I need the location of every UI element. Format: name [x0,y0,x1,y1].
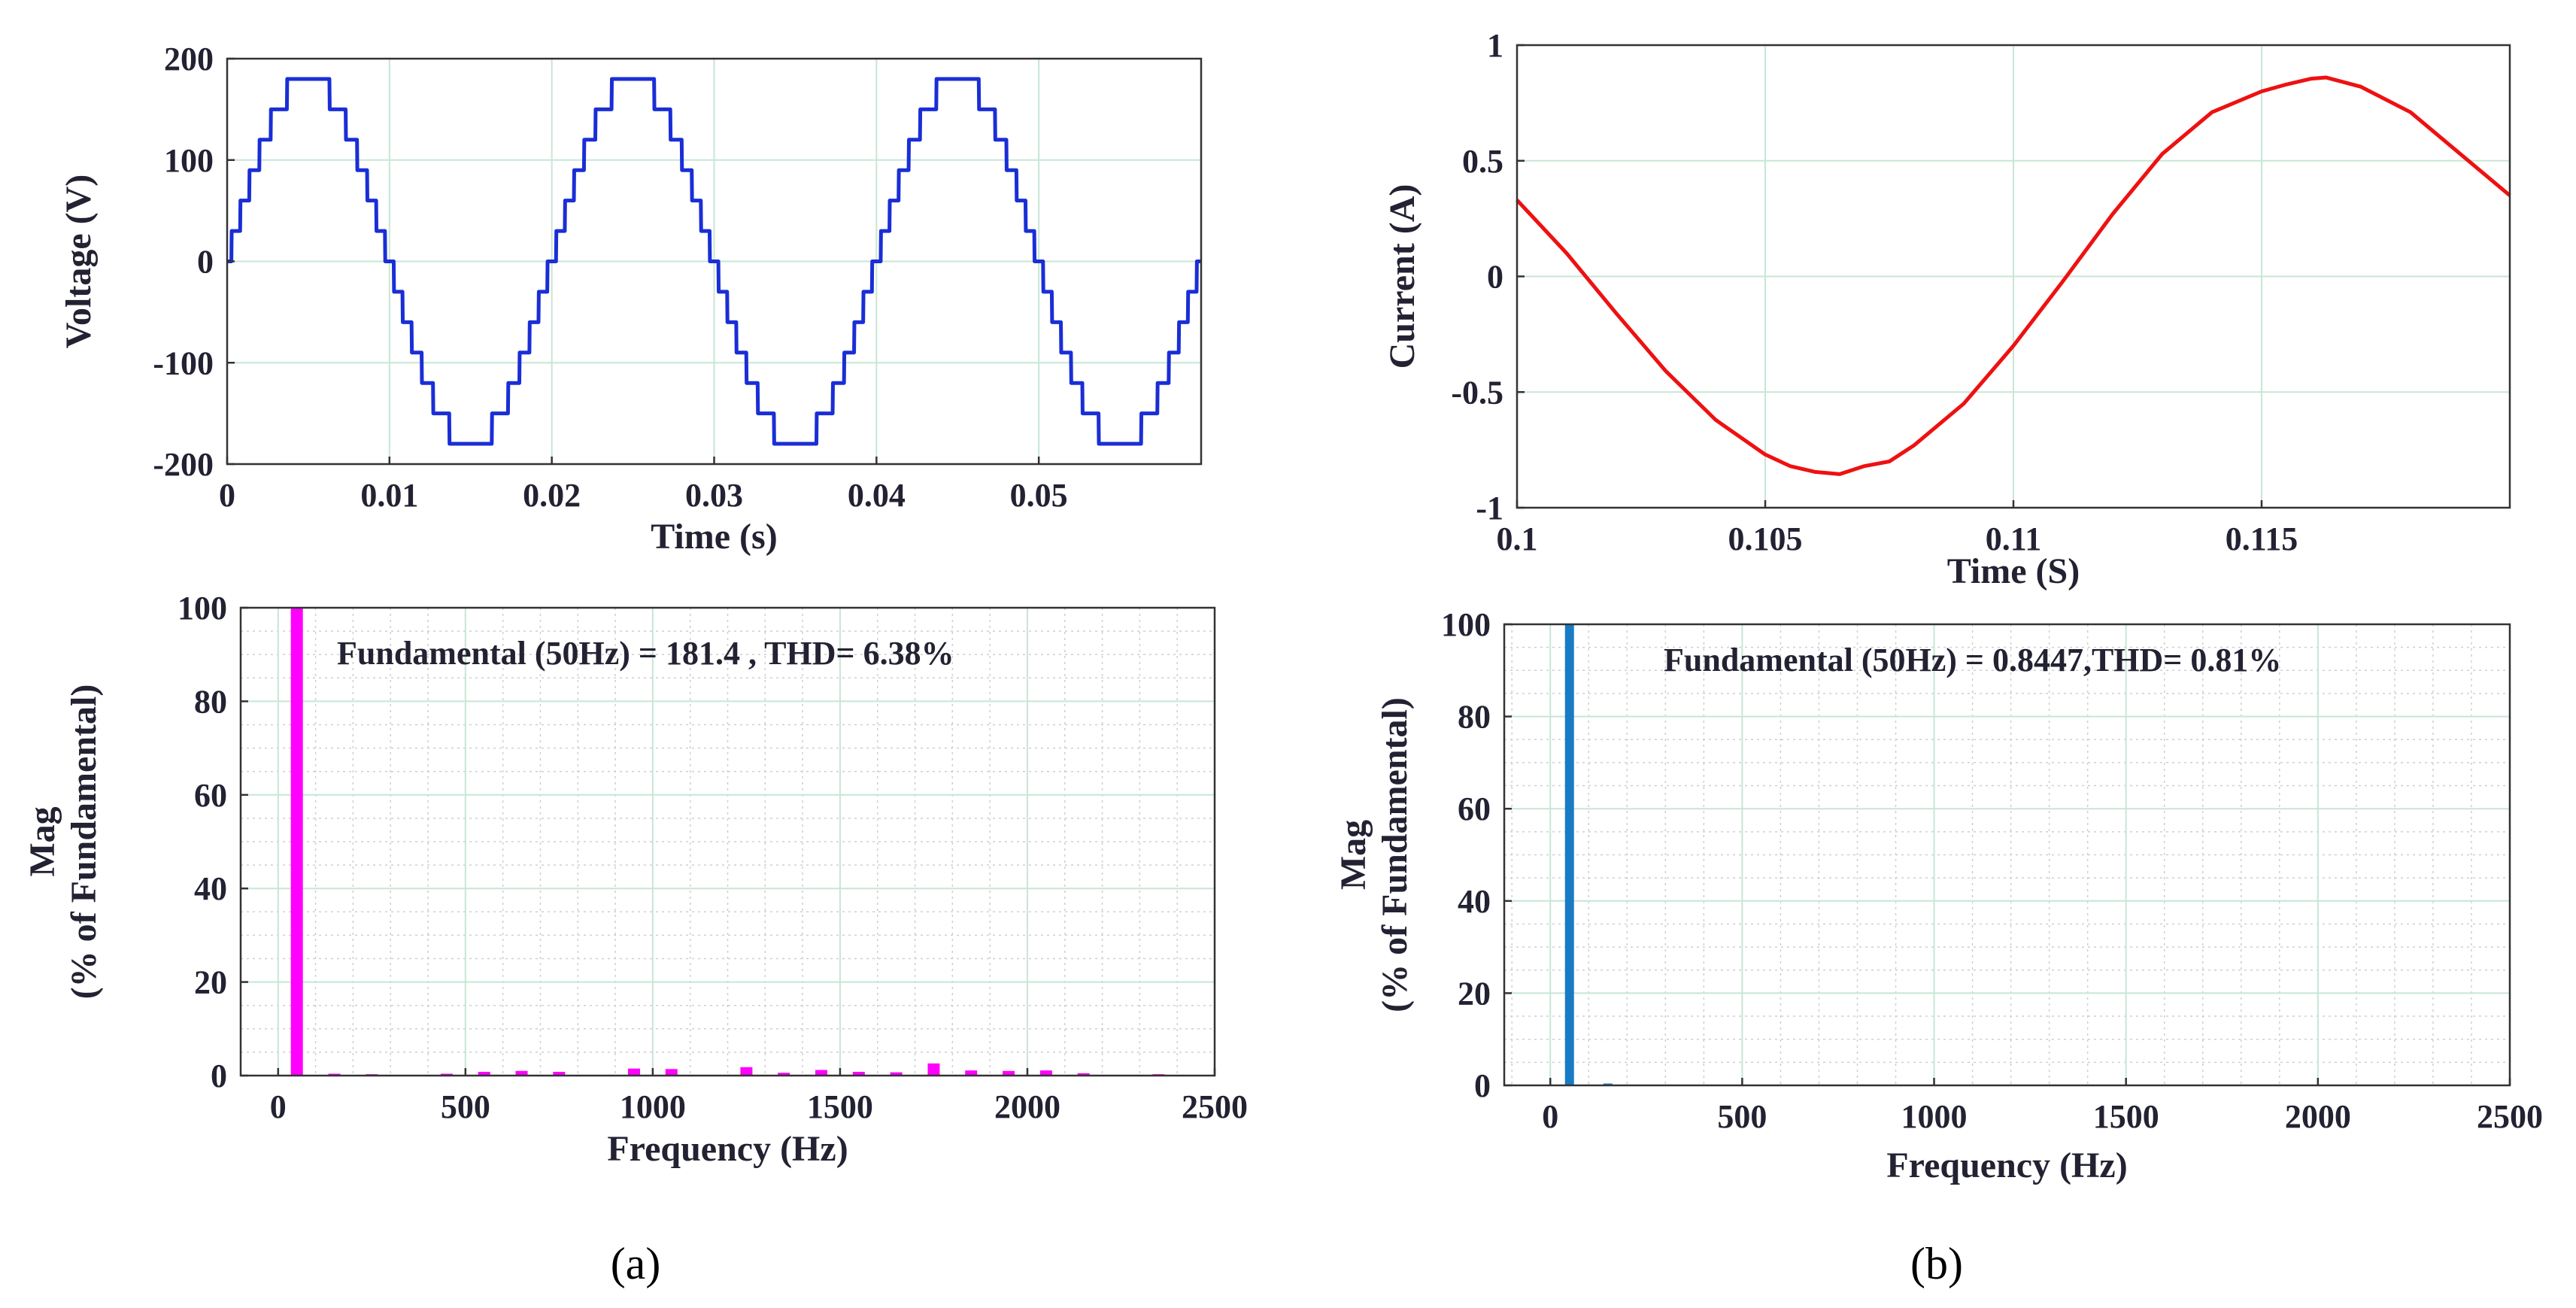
bar-1650hz [890,1072,903,1076]
x-tick-label: 0.115 [2226,520,2298,557]
x-tick-label: 2000 [994,1088,1060,1125]
x-tick-label: 0.01 [360,477,418,514]
y-tick-label: 0 [211,1058,227,1094]
x-tick-label: 1500 [2093,1098,2159,1135]
y-tick-label: 80 [1458,699,1491,736]
bar-1750hz [927,1063,940,1076]
bar-1050hz [665,1069,678,1076]
y-tick-label: 1 [1487,27,1503,64]
x-tick-label: 0.02 [523,477,581,514]
y-tick-label: 60 [194,777,227,814]
x-tick-label: 0 [1542,1098,1558,1135]
bar-2050hz [1039,1070,1052,1076]
y-tick-label: 100 [177,590,227,627]
y-tick-label: 0.5 [1462,143,1503,180]
y-axis-label-line1: Mag [1334,820,1373,890]
x-tick-label: 1500 [807,1088,873,1125]
bar-50hz [290,608,303,1076]
y-tick-label: 200 [164,41,214,77]
x-tick-label: 0.105 [1728,520,1803,557]
y-tick-label: 80 [194,683,227,720]
x-tick-label: 2500 [2477,1098,2543,1135]
chart-a-top: 0 0.01 0.02 0.03 0.04 0.05 -200 -100 0 100 200 Time… [59,41,1203,557]
x-tick-label: 1000 [1901,1098,1968,1135]
y-tick-label: 0 [1487,259,1503,296]
y-tick-label: 60 [1458,791,1491,827]
y-axis-label-line2: (% of Fundamental) [64,684,104,1000]
y-axis-label-line1: Mag [23,806,62,876]
x-tick-label: 0 [219,477,235,514]
y-tick-label: -100 [153,344,214,381]
bar-750hz [553,1072,566,1076]
series-line [225,77,1203,446]
x-tick-label: 500 [1717,1098,1767,1135]
thd-annotation: Fundamental (50Hz) = 181.4 , THD= 6.38% [337,635,954,672]
y-tick-label: 0 [1474,1067,1491,1104]
chart-b-bottom: 0 500 1000 1500 2000 2500 0 20 40 60 80 100 Frequenc… [1334,606,2543,1185]
x-tick-label: 0.04 [848,477,906,514]
x-tick-label: 0 [270,1088,287,1125]
bar-1250hz [740,1067,753,1076]
bar-1550hz [852,1072,865,1076]
y-tick-label: 20 [1458,975,1491,1012]
y-axis-label: Current (A) [1382,184,1422,369]
thd-annotation: Fundamental (50Hz) = 0.8447,THD= 0.81% [1664,642,2281,678]
bar-1850hz [965,1070,978,1076]
y-tick-label: 40 [194,870,227,907]
bar-550hz [478,1072,490,1076]
axes-frame [239,606,1216,1077]
y-tick-label: 100 [1441,606,1491,643]
x-tick-label: 1000 [620,1088,686,1125]
bar-50hz [1564,624,1574,1085]
bar-1350hz [778,1073,790,1076]
y-axis-label-line2: (% of Fundamental) [1375,697,1415,1012]
x-tick-label: 0.03 [685,477,743,514]
y-tick-label: -200 [153,446,214,483]
x-tick-label: 0.11 [1986,520,2042,557]
y-axis-label: Voltage (V) [59,175,99,349]
x-tick-label: 0.05 [1010,477,1068,514]
bar-1450hz [815,1070,828,1076]
panel-caption-a: (a) [611,1239,661,1288]
x-tick-label: 500 [441,1088,490,1125]
y-tick-label: 20 [194,964,227,1001]
axes-frame [1503,623,2511,1087]
chart-a-bottom: 0 500 1000 1500 2000 2500 0 20 40 60 80 100 Frequenc… [23,590,1248,1169]
y-tick-label: 40 [1458,883,1491,920]
y-tick-label: -1 [1476,490,1503,527]
y-tick-label: -0.5 [1451,374,1503,411]
panel-caption-b: (b) [1910,1239,1963,1288]
bar-2150hz [1077,1073,1090,1076]
bar-650hz [515,1070,528,1076]
y-tick-label: 0 [197,244,214,281]
x-tick-label: 2500 [1182,1088,1248,1125]
x-axis-label: Frequency (Hz) [1886,1146,2127,1185]
bar-950hz [627,1068,640,1076]
x-tick-label: 2000 [2285,1098,2351,1135]
y-tick-label: 100 [164,142,214,179]
x-axis-label: Time (S) [1947,551,2080,591]
chart-b-top: 0.1 0.105 0.11 0.115 -1 -0.5 0 0.5 1 Time (S) Curr… [1382,27,2511,591]
bar-1950hz [1003,1070,1015,1076]
x-tick-label: 0.1 [1497,520,1538,557]
x-axis-label: Frequency (Hz) [607,1129,848,1169]
x-axis-label: Time (s) [651,517,777,557]
series-line [1516,75,2511,476]
